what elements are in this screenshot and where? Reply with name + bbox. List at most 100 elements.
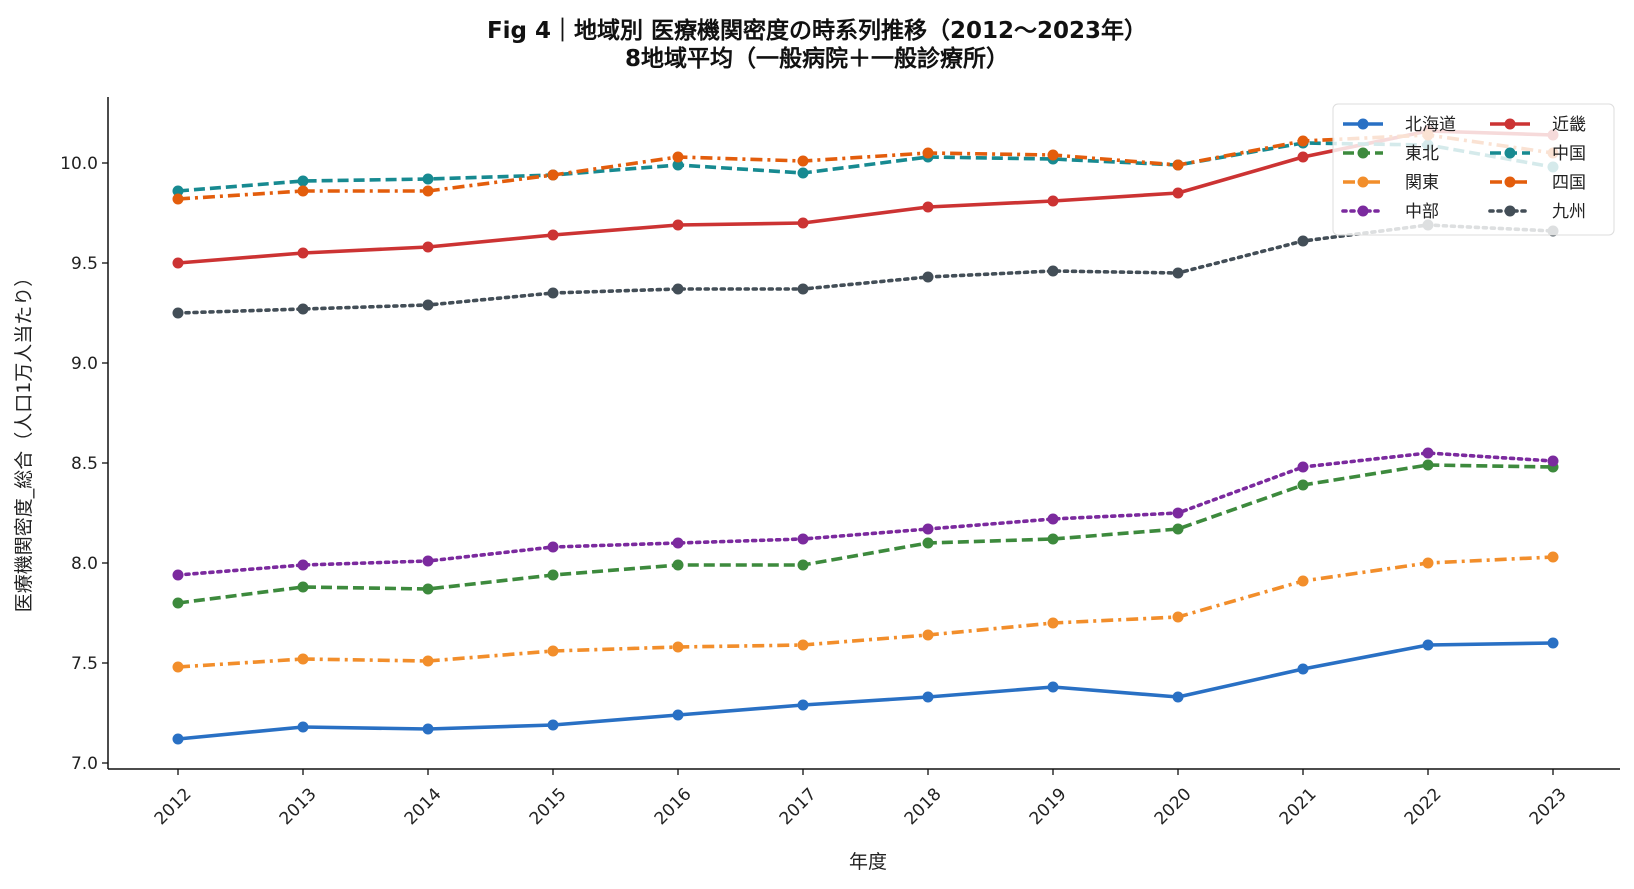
data-point — [1047, 265, 1059, 277]
data-point — [297, 175, 309, 187]
data-point — [1297, 135, 1309, 147]
data-point — [422, 555, 434, 567]
series-line — [177, 129, 1554, 265]
x-axis-label: 年度 — [849, 851, 887, 873]
data-point — [672, 709, 684, 721]
data-point — [422, 655, 434, 667]
data-point — [1047, 195, 1059, 207]
data-point — [797, 639, 809, 651]
data-point — [172, 661, 184, 673]
data-point — [672, 283, 684, 295]
x-tick-label: 2012 — [151, 784, 196, 829]
data-point — [422, 185, 434, 197]
data-point — [1172, 691, 1184, 703]
data-point — [1172, 523, 1184, 535]
data-point — [547, 229, 559, 241]
legend-marker — [1357, 205, 1369, 217]
data-point — [1297, 461, 1309, 473]
data-point — [547, 541, 559, 553]
chart-title: Fig 4｜地域別 医療機関密度の時系列推移（2012〜2023年） — [487, 17, 1147, 44]
legend-item: 近畿 — [1490, 115, 1586, 135]
x-tick-label: 2022 — [1401, 784, 1446, 829]
data-point — [422, 241, 434, 253]
data-point — [922, 523, 934, 535]
data-point — [172, 733, 184, 745]
data-point — [1297, 479, 1309, 491]
data-point — [1172, 611, 1184, 623]
legend-label: 九州 — [1552, 202, 1586, 222]
x-tick-label: 2020 — [1151, 784, 1196, 829]
series-関東 — [172, 551, 1559, 673]
data-point — [172, 569, 184, 581]
data-point — [1547, 637, 1559, 649]
data-point — [922, 201, 934, 213]
data-point — [172, 257, 184, 269]
data-point — [797, 559, 809, 571]
data-point — [672, 219, 684, 231]
legend-marker — [1504, 205, 1516, 217]
legend-item: 中部 — [1341, 202, 1439, 222]
data-point — [1172, 159, 1184, 171]
legend-label: 中部 — [1405, 202, 1439, 222]
data-point — [1172, 267, 1184, 279]
legend-marker — [1357, 176, 1369, 188]
data-point — [672, 159, 684, 171]
series-line — [177, 463, 1554, 605]
data-point — [1047, 617, 1059, 629]
data-point — [922, 629, 934, 641]
data-point — [1047, 513, 1059, 525]
x-tick-label: 2023 — [1526, 784, 1571, 829]
legend-marker — [1357, 147, 1369, 159]
chart-subtitle: 8地域平均（一般病院＋一般診療所） — [625, 45, 1009, 72]
data-point — [297, 559, 309, 571]
x-tick-label: 2016 — [651, 784, 696, 829]
data-point — [422, 583, 434, 595]
x-tick-label: 2018 — [901, 784, 946, 829]
legend-label: 四国 — [1552, 173, 1586, 193]
data-point — [1547, 455, 1559, 467]
data-point — [547, 169, 559, 181]
y-tick-label: 8.5 — [71, 454, 98, 474]
data-point — [297, 721, 309, 733]
y-tick-label: 9.5 — [71, 254, 98, 274]
data-point — [672, 537, 684, 549]
data-point — [1297, 235, 1309, 247]
data-point — [1172, 507, 1184, 519]
data-point — [1172, 187, 1184, 199]
data-point — [672, 641, 684, 653]
legend-label: 中国 — [1552, 144, 1586, 164]
legend-marker — [1504, 176, 1516, 188]
y-axis-label: 医療機関密度_総合（人口1万人当たり） — [13, 268, 35, 613]
x-tick-label: 2015 — [526, 784, 571, 829]
data-point — [797, 167, 809, 179]
data-point — [797, 155, 809, 167]
series-line — [177, 133, 1554, 201]
y-tick-label: 8.0 — [71, 554, 98, 574]
legend-label: 近畿 — [1552, 115, 1586, 135]
series-北海道 — [172, 637, 1559, 745]
series-layer — [172, 125, 1559, 745]
series-line — [176, 223, 1555, 315]
data-point — [547, 645, 559, 657]
legend-label: 北海道 — [1405, 115, 1456, 135]
series-line — [177, 555, 1554, 669]
data-point — [172, 193, 184, 205]
data-point — [422, 173, 434, 185]
legend-box — [1332, 103, 1615, 236]
data-point — [172, 185, 184, 197]
legend-marker — [1504, 118, 1516, 130]
data-point — [172, 597, 184, 609]
data-point — [922, 691, 934, 703]
x-tick-label: 2013 — [276, 784, 321, 829]
legend-marker — [1504, 147, 1516, 159]
data-point — [297, 581, 309, 593]
data-point — [547, 719, 559, 731]
series-line — [177, 141, 1554, 193]
legend-item: 関東 — [1343, 173, 1439, 193]
data-point — [1047, 681, 1059, 693]
data-point — [297, 653, 309, 665]
y-tick-label: 9.0 — [71, 354, 98, 374]
